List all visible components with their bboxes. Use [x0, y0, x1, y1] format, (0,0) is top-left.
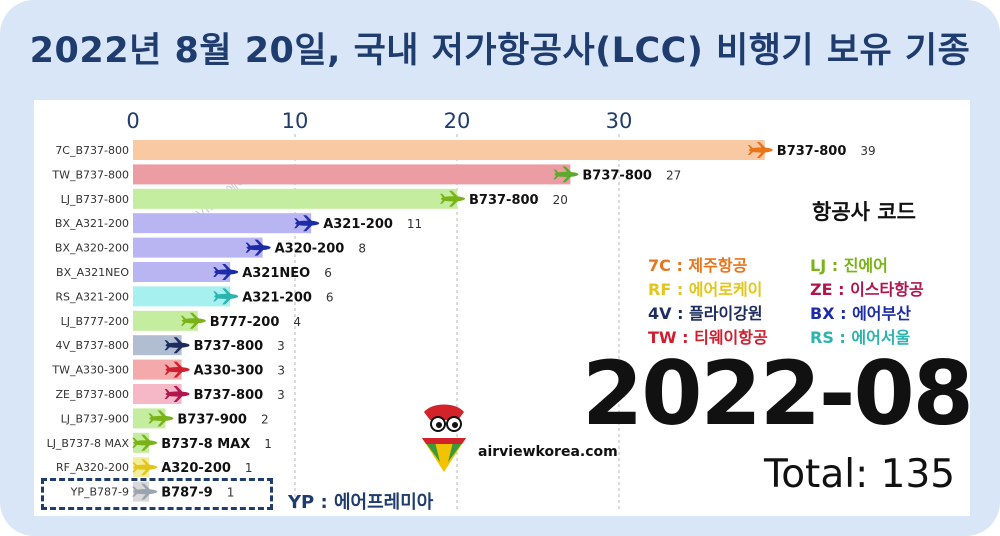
x-tick-label: 20 — [444, 109, 471, 133]
yp-note: YP : 에어프레미아 — [288, 492, 434, 513]
legend-item-rf: RF : 에어로케이 — [648, 280, 763, 299]
model-label: B737-800 — [194, 339, 264, 354]
airplane-icon — [164, 386, 190, 402]
value-label: 6 — [326, 290, 334, 304]
airplane-icon — [440, 190, 465, 207]
legend-item-tw: TW : 티웨이항공 — [648, 328, 768, 347]
legend-item-lj: LJ : 진에어 — [810, 256, 888, 275]
bar — [133, 237, 263, 258]
date-label: 2022-08 — [582, 342, 974, 445]
bar — [133, 262, 231, 282]
category-label: ZE_B737-800 — [56, 388, 130, 401]
value-label: 1 — [227, 486, 235, 500]
airplane-icon — [132, 459, 158, 476]
value-label: 8 — [358, 242, 366, 256]
airplane-icon — [132, 434, 158, 451]
value-label: 4 — [293, 315, 301, 329]
bar — [133, 384, 182, 404]
category-label: 4V_B737-800 — [55, 339, 129, 352]
category-label: RS_A321-200 — [55, 290, 129, 303]
chart-title: 2022년 8월 20일, 국내 저가항공사(LCC) 비행기 보유 기종 — [29, 31, 971, 71]
model-label: B777-200 — [210, 315, 280, 330]
bar — [133, 286, 231, 307]
value-label: 3 — [277, 339, 285, 353]
legend-item-rs: RS : 에어서울 — [810, 328, 911, 347]
value-label: 1 — [264, 437, 272, 451]
airplane-icon — [294, 215, 320, 232]
airplane-icon — [747, 142, 773, 158]
airplane-icon — [132, 483, 158, 500]
legend-title: 항공사 코드 — [812, 200, 916, 224]
airplane-icon — [213, 288, 239, 305]
value-label: 39 — [860, 144, 875, 158]
value-label: 27 — [666, 168, 681, 182]
airplane-icon — [553, 166, 579, 183]
legend-item-4v: 4V : 플라이강원 — [648, 304, 763, 323]
model-label: B737-800 — [469, 193, 539, 208]
total-count: Total: 135 — [764, 452, 955, 497]
bar — [133, 359, 182, 380]
category-label: LJ_B737-8 MAX — [47, 437, 130, 450]
category-label: TW_A330-300 — [51, 364, 129, 377]
category-label: TW_B737-800 — [51, 168, 129, 181]
site-url: airviewkorea.com — [478, 444, 618, 460]
bar — [133, 408, 166, 429]
model-label: A330-300 — [194, 364, 264, 379]
airview-logo — [422, 404, 466, 472]
legend-item-bx: BX : 에어부산 — [810, 304, 911, 323]
value-label: 3 — [277, 388, 285, 402]
category-label: LJ_B777-200 — [61, 315, 129, 328]
model-label: B787-9 — [161, 486, 213, 501]
bar — [133, 140, 765, 160]
value-label: 20 — [553, 193, 568, 207]
chart-panel: 0102030AIRVIEW 에어뷰7C_B737-800B737-80039T… — [34, 100, 970, 516]
value-label: 3 — [277, 364, 285, 378]
x-tick-label: 30 — [606, 109, 633, 133]
airplane-icon — [148, 410, 174, 427]
airplane-icon — [213, 264, 239, 280]
model-label: A321NEO — [242, 266, 310, 281]
category-label: 7C_B737-800 — [55, 144, 129, 157]
airplane-icon — [164, 361, 190, 378]
model-label: B737-800 — [194, 388, 264, 403]
yp-highlight-box — [41, 478, 273, 510]
airplane-icon — [245, 239, 271, 256]
category-label: LJ_B737-800 — [61, 193, 129, 206]
category-label: BX_A321-200 — [55, 217, 129, 230]
bar — [133, 213, 312, 234]
value-label: 11 — [407, 217, 422, 231]
total-value: 135 — [880, 452, 956, 497]
model-label: A320-200 — [275, 242, 345, 257]
value-label: 1 — [245, 461, 253, 475]
bar — [133, 335, 182, 356]
model-label: B737-800 — [777, 144, 847, 159]
legend-item-ze: ZE : 이스타항공 — [810, 280, 924, 299]
model-label: B737-800 — [582, 168, 652, 183]
value-label: 2 — [261, 412, 269, 426]
value-label: 6 — [324, 266, 332, 280]
airplane-icon — [164, 337, 190, 354]
airplane-icon — [180, 312, 206, 329]
category-label: LJ_B737-900 — [61, 412, 129, 425]
model-label: A321-200 — [242, 290, 312, 305]
x-tick-label: 0 — [126, 109, 139, 133]
model-label: A321-200 — [323, 217, 393, 232]
total-label: Total: — [764, 452, 869, 497]
x-tick-label: 10 — [282, 109, 309, 133]
bar — [133, 164, 571, 185]
legend-item-7c: 7C : 제주항공 — [648, 256, 748, 275]
model-label: B737-8 MAX — [161, 437, 250, 452]
category-label: YP_B787-9 — [70, 486, 129, 499]
model-label: B737-900 — [177, 412, 247, 427]
category-label: BX_A320-200 — [55, 242, 129, 255]
bar — [133, 188, 457, 209]
category-label: RF_A320-200 — [56, 461, 129, 474]
category-label: BX_A321NEO — [56, 266, 129, 279]
model-label: A320-200 — [161, 461, 231, 476]
